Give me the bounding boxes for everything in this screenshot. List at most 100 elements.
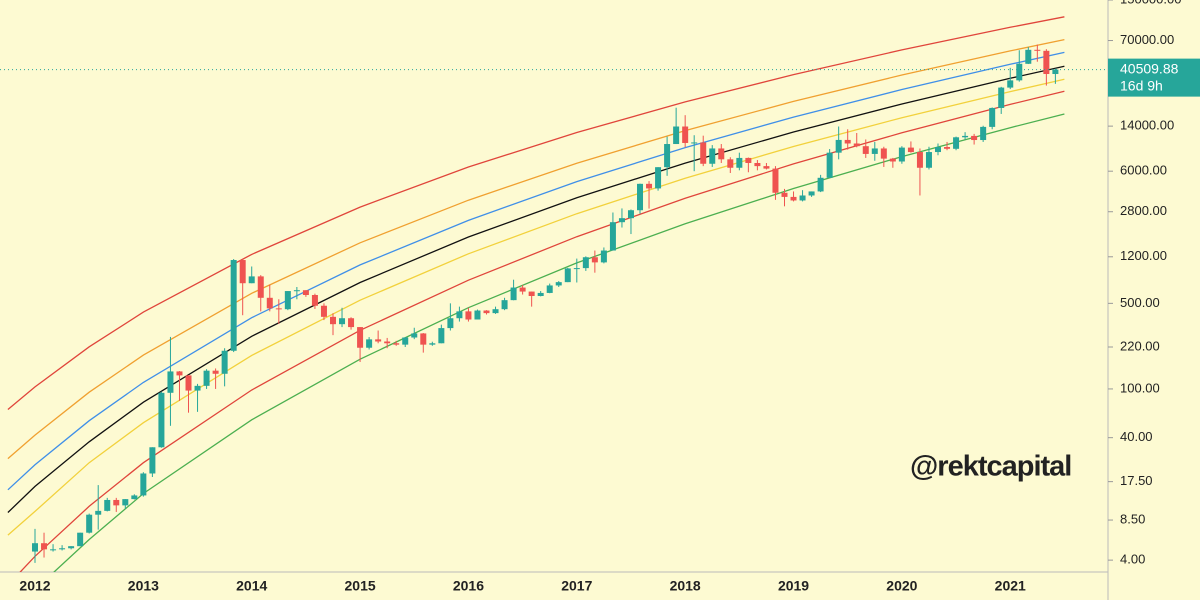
candle-body — [907, 147, 914, 153]
y-tick-label: 150000.00 — [1120, 0, 1181, 6]
candle-body — [709, 148, 716, 164]
candle-body — [880, 148, 887, 159]
candle-body — [862, 146, 869, 154]
x-tick-label: 2019 — [778, 578, 809, 594]
candle-body — [691, 142, 698, 144]
candle-body — [420, 333, 427, 345]
candle-body — [736, 157, 743, 168]
band-line — [7, 78, 1065, 536]
band-line — [7, 38, 1065, 460]
candle-body — [158, 392, 165, 448]
candle-body — [311, 294, 318, 306]
candle-body — [113, 499, 120, 506]
candle-body — [411, 333, 418, 338]
candle-body — [582, 257, 589, 269]
candle-body — [221, 350, 228, 374]
y-tick-label: 2800.00 — [1120, 203, 1167, 218]
y-tick-label: 8.50 — [1120, 511, 1145, 526]
candle-body — [916, 152, 923, 168]
candle-body — [104, 499, 111, 511]
candle-body — [501, 300, 508, 310]
countdown-label: 16d 9h — [1120, 77, 1163, 93]
candle-body — [1034, 49, 1041, 51]
candle-body — [627, 210, 634, 219]
candle-body — [763, 166, 770, 169]
candle-body — [203, 370, 210, 386]
x-tick-label: 2020 — [886, 578, 917, 594]
candle-body — [673, 126, 680, 145]
candle-body — [1016, 63, 1023, 81]
candle-body — [519, 287, 526, 292]
candle-body — [971, 135, 978, 141]
candle-body — [429, 343, 436, 345]
y-tick-label: 6000.00 — [1120, 163, 1167, 178]
candle-body — [257, 276, 264, 298]
candle-body — [483, 310, 490, 314]
candle-body — [357, 327, 364, 348]
candle-body — [718, 148, 725, 160]
candle-body — [122, 499, 129, 506]
candle-body — [754, 162, 761, 167]
candle-body — [555, 282, 562, 286]
candle-body — [393, 343, 400, 345]
candle-body — [68, 546, 75, 549]
candle-body — [384, 341, 391, 344]
candle-body — [302, 290, 309, 295]
y-tick-label: 500.00 — [1120, 295, 1160, 310]
candle-body — [835, 139, 842, 153]
y-tick-label: 70000.00 — [1120, 32, 1174, 47]
y-tick-label: 17.50 — [1120, 473, 1153, 488]
candle-body — [230, 260, 237, 351]
candle-body — [492, 309, 499, 314]
x-tick-label: 2021 — [995, 578, 1026, 594]
candle-body — [953, 137, 960, 149]
y-tick-label: 1200.00 — [1120, 248, 1167, 263]
candle-body — [248, 276, 255, 284]
candle-body — [447, 318, 454, 329]
candle-body — [1007, 80, 1014, 88]
candle-body — [564, 268, 571, 283]
candle-body — [799, 195, 806, 201]
candle-body — [591, 257, 598, 263]
candle-body — [790, 196, 797, 201]
candle-body — [348, 318, 355, 328]
candle-body — [546, 285, 553, 293]
candle-body — [176, 371, 183, 376]
candle-body — [989, 107, 996, 127]
candle-body — [366, 339, 373, 348]
y-tick-label: 4.00 — [1120, 552, 1145, 567]
candle-body — [537, 292, 544, 297]
candle-body — [32, 543, 38, 552]
candle-body — [131, 495, 138, 500]
candle-body — [1025, 49, 1032, 64]
candle-body — [745, 157, 752, 163]
y-tick-label: 100.00 — [1120, 380, 1160, 395]
x-tick-label: 2013 — [128, 578, 159, 594]
candle-body — [808, 191, 815, 196]
candle-body — [474, 310, 481, 320]
candle-body — [320, 305, 327, 317]
candle-body — [637, 183, 644, 211]
candle-body — [853, 143, 860, 147]
candle-body — [438, 328, 445, 344]
candle-body — [50, 549, 57, 551]
candle-body — [889, 158, 896, 162]
candle-body — [339, 318, 346, 325]
candle-body — [618, 218, 625, 223]
candle-body — [329, 316, 336, 325]
band-line — [19, 90, 1065, 572]
y-tick-label: 14000.00 — [1120, 118, 1174, 133]
candle-body — [185, 375, 192, 391]
x-tick-label: 2018 — [670, 578, 701, 594]
candle-body — [609, 222, 616, 251]
candle-body — [727, 159, 734, 168]
candle-body — [59, 548, 66, 550]
candle-body — [844, 139, 851, 144]
candle-body — [375, 339, 382, 342]
candle-body — [781, 192, 788, 197]
candle-body — [41, 543, 48, 550]
candle-body — [871, 148, 878, 154]
candle-body — [194, 385, 201, 391]
candle-body — [826, 152, 833, 178]
